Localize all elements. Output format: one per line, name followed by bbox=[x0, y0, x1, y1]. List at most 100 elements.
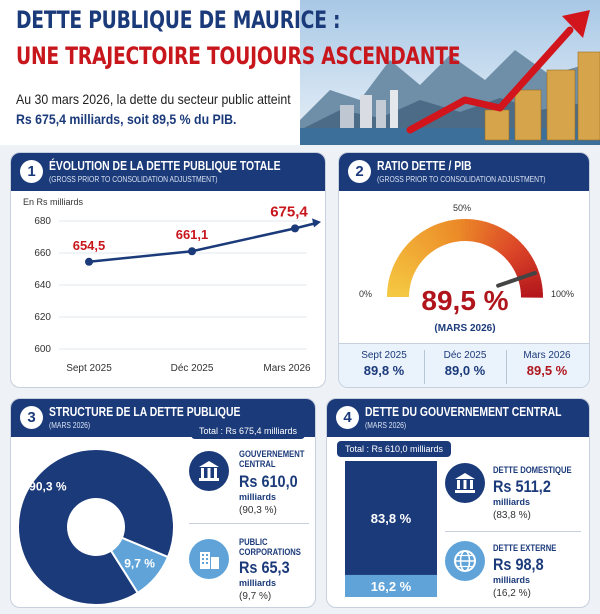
gauge-chart bbox=[387, 219, 543, 298]
gauge-segment bbox=[392, 264, 415, 277]
gauge-needle bbox=[496, 271, 538, 288]
category-unit: milliards bbox=[493, 575, 531, 585]
ratio-history-item: Déc 2025 89,0 % bbox=[430, 350, 500, 378]
divider bbox=[189, 523, 309, 524]
x-tick-label: Sept 2025 bbox=[66, 363, 112, 374]
globe-icon bbox=[445, 541, 485, 581]
category-unit: milliards bbox=[493, 497, 531, 507]
panel-debt-ratio: 2 RATIO DETTE / PIB (GROSS PRIOR TO CONS… bbox=[338, 152, 590, 388]
gauge-value: 89,5 % bbox=[421, 285, 509, 316]
bar-segment bbox=[345, 461, 437, 575]
gauge-segment bbox=[401, 247, 422, 265]
gauge-segment bbox=[444, 220, 454, 243]
category-label-line1: GOUVERNEMENT bbox=[239, 449, 305, 459]
x-tick-label: Mars 2026 bbox=[263, 363, 311, 374]
total-tag: Total : Rs 610,0 milliards bbox=[337, 441, 452, 457]
bar-label: 16,2 % bbox=[371, 579, 412, 594]
pie-slice bbox=[17, 448, 175, 606]
gauge-segment bbox=[520, 288, 543, 295]
stacked-bar-chart: 83,8 % 16,2 % bbox=[345, 461, 437, 597]
x-tick-label: Déc 2025 bbox=[171, 363, 214, 374]
gauge-segment bbox=[497, 233, 515, 254]
gauge-segment bbox=[510, 251, 531, 267]
ratio-date: Mars 2026 bbox=[523, 350, 571, 361]
gauge-segment bbox=[493, 229, 509, 251]
panel-title: STRUCTURE DE LA DETTE PUBLIQUE bbox=[49, 404, 241, 419]
intro-text-line2: Rs 675,4 milliards, soit 89,5 % du PIB. bbox=[16, 111, 237, 127]
gauge-segment bbox=[479, 221, 490, 244]
total-tag: Total : Rs 675,4 milliards bbox=[191, 423, 306, 439]
ratio-history: Sept 2025 89,8 % Déc 2025 89,0 % Mars 20… bbox=[339, 343, 589, 387]
gauge-segment bbox=[437, 222, 449, 245]
gauge-segment bbox=[387, 280, 411, 289]
ratio-value: 89,5 % bbox=[526, 363, 568, 378]
gauge-segment bbox=[490, 227, 505, 249]
gauge-segment bbox=[504, 241, 524, 260]
panel-title: RATIO DETTE / PIB bbox=[377, 158, 472, 173]
line-chart: 600 620 640 660 680 654,5 Sept 2025 661,1 Déc 20… bbox=[34, 203, 321, 374]
gauge-segment bbox=[487, 225, 502, 248]
gauge-segment bbox=[500, 236, 518, 256]
gauge-segment bbox=[397, 253, 419, 269]
gauge-segment bbox=[519, 276, 542, 286]
category-unit: milliards bbox=[239, 492, 277, 502]
gauge-segment bbox=[393, 260, 416, 275]
donut-chart: 90,3 % 9,7 % bbox=[17, 448, 175, 606]
category-label-line1: PUBLIC bbox=[239, 537, 268, 547]
gauge-segment bbox=[467, 219, 474, 242]
gauge-segment bbox=[426, 227, 441, 249]
gauge-segment bbox=[520, 292, 543, 298]
gauge-segment bbox=[485, 224, 498, 247]
data-label: 661,1 bbox=[176, 227, 209, 242]
gauge-segment bbox=[415, 233, 433, 254]
panel-number: 3 bbox=[20, 406, 43, 429]
pie-slice bbox=[109, 536, 170, 595]
gauge-segment bbox=[388, 276, 412, 286]
gauge-segment bbox=[514, 261, 537, 275]
data-label: 675,4 bbox=[270, 203, 308, 220]
category-label: PUBLIC CORPORATIONS bbox=[239, 537, 301, 557]
bar-label: 83,8 % bbox=[371, 511, 412, 526]
gauge-segment bbox=[395, 257, 417, 272]
trend-arrow-head bbox=[312, 218, 321, 228]
intro-text-line1: Au 30 mars 2026, la dette du secteur pub… bbox=[16, 91, 291, 107]
gauge-segment bbox=[476, 220, 486, 244]
y-tick-label: 680 bbox=[34, 216, 51, 227]
gauge-segment bbox=[404, 244, 424, 262]
panel-number: 4 bbox=[336, 406, 359, 429]
gauge-segment bbox=[387, 288, 410, 295]
gauge-max-label: 100% bbox=[551, 289, 575, 299]
category-label: DETTE EXTERNE bbox=[493, 543, 557, 553]
gauge-segment bbox=[433, 223, 446, 246]
gauge-mid-label: 50% bbox=[453, 203, 472, 213]
y-tick-label: 600 bbox=[34, 344, 51, 355]
gauge-segment bbox=[389, 272, 412, 283]
slice-label: 9,7 % bbox=[124, 557, 155, 571]
slice-label: 90,3 % bbox=[29, 479, 67, 493]
page-title-line2: UNE TRAJECTOIRE TOUJOURS ASCENDANTE bbox=[16, 42, 461, 70]
panel-subtitle: (GROSS PRIOR TO CONSOLIDATION ADJUSTMENT… bbox=[377, 175, 546, 184]
data-point bbox=[291, 224, 299, 233]
data-point bbox=[188, 247, 196, 256]
gauge-segment bbox=[516, 265, 539, 278]
office-buildings-icon bbox=[189, 539, 229, 579]
y-axis-unit-label: En Rs milliards bbox=[23, 197, 84, 207]
gauge-segment bbox=[473, 219, 482, 243]
ratio-history-item: Sept 2025 89,8 % bbox=[349, 350, 419, 378]
gauge-segment bbox=[508, 247, 529, 265]
category-amount: Rs 98,8 bbox=[493, 555, 544, 574]
gauge-segment bbox=[429, 225, 443, 248]
bar-segment bbox=[345, 574, 437, 597]
ratio-value: 89,8 % bbox=[363, 363, 405, 378]
panel-header: 2 RATIO DETTE / PIB (GROSS PRIOR TO CONS… bbox=[339, 153, 589, 191]
data-point bbox=[85, 257, 93, 266]
category-label: DETTE DOMESTIQUE bbox=[493, 465, 572, 475]
divider bbox=[424, 350, 425, 384]
category-percent: (9,7 %) bbox=[239, 591, 272, 602]
gauge-segment bbox=[390, 268, 413, 280]
panel-title: DETTE DU GOUVERNEMENT CENTRAL bbox=[365, 404, 562, 419]
gauge-segment bbox=[502, 239, 521, 258]
bank-icon bbox=[445, 463, 485, 503]
ratio-date: Sept 2025 bbox=[361, 350, 407, 361]
panel-central-government-debt: 4 DETTE DU GOUVERNEMENT CENTRAL (MARS 20… bbox=[326, 398, 590, 608]
